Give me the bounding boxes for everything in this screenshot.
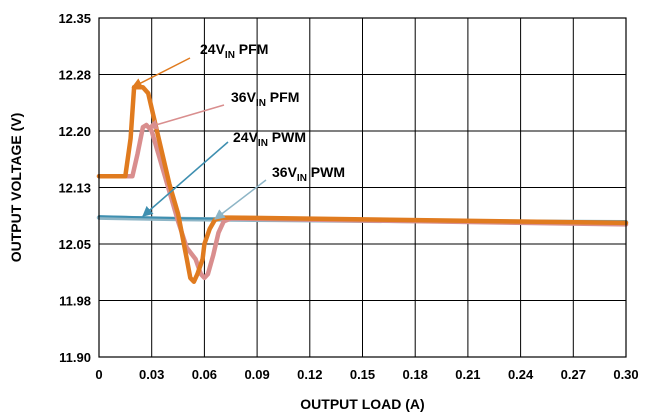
grid (98, 17, 627, 358)
x-tick-label: 0.06 (192, 367, 217, 382)
x-tick-label: 0.30 (613, 367, 638, 382)
x-tick-label: 0.27 (561, 367, 586, 382)
x-axis-label: OUTPUT LOAD (A) (300, 396, 424, 412)
series-annotation: 36VIN PFM (231, 89, 299, 109)
annotation-arrow (214, 179, 267, 220)
y-tick-label: 11.90 (59, 350, 91, 365)
x-tick-label: 0.15 (350, 367, 375, 382)
annotation-arrow (142, 141, 229, 217)
x-tick-label: 0.24 (508, 367, 534, 382)
y-tick-label: 12.28 (58, 68, 91, 83)
plot-frame (98, 17, 627, 358)
series-annotation: 24VIN PFM (200, 41, 268, 61)
annotations: 24VIN PFM 36VIN PFM 24VIN PWM 36VIN PWM (131, 41, 345, 220)
x-tick-label: 0.03 (139, 367, 164, 382)
series-annotation: 24VIN PWM (233, 129, 306, 149)
x-tick-label: 0.12 (297, 367, 322, 382)
y-tick-label: 12.05 (58, 237, 91, 252)
y-tick-labels: 12.35 12.28 12.20 12.13 12.05 11.98 11.90 (58, 11, 91, 365)
annotation-arrow (131, 57, 191, 88)
y-tick-label: 12.13 (58, 181, 91, 196)
y-axis-label: OUTPUT VOLTAGE (V) (8, 113, 24, 263)
y-tick-label: 11.98 (59, 294, 91, 309)
y-tick-label: 12.20 (58, 124, 91, 139)
series-annotation: 36VIN PWM (272, 164, 345, 184)
x-tick-labels: 0 0.03 0.06 0.09 0.12 0.15 0.18 0.21 0.24 0.27 0.3… (95, 367, 638, 382)
x-tick-label: 0.09 (244, 367, 269, 382)
x-tick-label: 0.18 (403, 367, 428, 382)
annotation-arrow (147, 104, 225, 130)
x-tick-label: 0.21 (455, 367, 480, 382)
x-tick-label: 0 (95, 367, 102, 382)
y-tick-label: 12.35 (58, 11, 91, 26)
